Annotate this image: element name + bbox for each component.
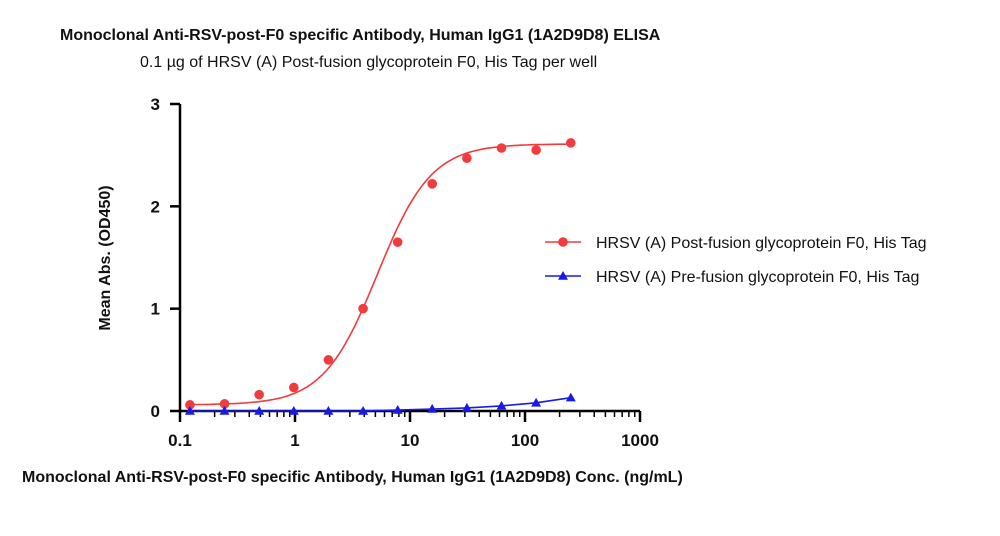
y-axis-label: Mean Abs. (OD450) bbox=[97, 185, 114, 330]
series-1-point bbox=[289, 382, 299, 393]
series-1-point bbox=[185, 400, 195, 410]
series-1-point bbox=[462, 153, 472, 164]
series-2-point bbox=[254, 406, 265, 415]
series-2-point bbox=[288, 406, 299, 415]
series-1-point bbox=[219, 399, 230, 409]
series-1-point bbox=[323, 355, 334, 365]
series-1-point bbox=[392, 237, 403, 247]
plot-area bbox=[184, 138, 576, 415]
axes bbox=[178, 104, 640, 413]
series-1-curve bbox=[189, 143, 571, 406]
y-ticks: 0 1 2 3 bbox=[151, 95, 180, 421]
series-2-point bbox=[531, 397, 542, 407]
series-2-point bbox=[219, 406, 230, 415]
chart-title: Monoclonal Anti-RSV-post-F0 specific Ant… bbox=[60, 27, 661, 44]
series-2-point bbox=[565, 392, 576, 402]
series-1-point bbox=[427, 179, 438, 189]
series-2-point bbox=[496, 400, 507, 410]
legend-label: HRSV (A) Pre-fusion glycoprotein F0, His… bbox=[596, 269, 919, 286]
x-tick-label: 1 bbox=[290, 431, 299, 450]
chart-subtitle: 0.1 µg of HRSV (A) Post-fusion glycoprot… bbox=[140, 54, 597, 71]
series-2-point bbox=[392, 405, 403, 414]
series-1-point bbox=[496, 143, 507, 153]
x-tick-label: 1000 bbox=[621, 431, 659, 450]
series-2-point bbox=[323, 406, 334, 415]
series-2-point bbox=[427, 404, 438, 413]
y-tick-label: 3 bbox=[151, 95, 160, 114]
series-1-point bbox=[565, 138, 576, 148]
y-tick-label: 2 bbox=[151, 197, 160, 216]
legend-marker bbox=[558, 271, 568, 280]
series-2-curve bbox=[189, 396, 571, 412]
series-1-point bbox=[531, 145, 541, 155]
legend-label: HRSV (A) Post-fusion glycoprotein F0, Hi… bbox=[596, 235, 927, 252]
x-tick-label: 10 bbox=[401, 431, 420, 450]
legend-marker bbox=[558, 237, 568, 247]
series-2-point bbox=[358, 406, 369, 415]
x-tick-label: 0.1 bbox=[168, 431, 192, 450]
x-axis-label: Monoclonal Anti-RSV-post-F0 specific Ant… bbox=[22, 469, 683, 486]
y-tick-label: 1 bbox=[151, 300, 160, 319]
series-2-point bbox=[461, 402, 472, 412]
series-1-point bbox=[358, 303, 368, 314]
y-tick-label: 0 bbox=[151, 402, 160, 421]
x-ticks: 0.1 1 10 100 1000 bbox=[168, 411, 659, 450]
x-tick-label: 100 bbox=[511, 431, 539, 450]
series-2-point bbox=[184, 406, 195, 415]
series-1-point bbox=[254, 389, 264, 400]
legend: HRSV (A) Post-fusion glycoprotein F0, Hi… bbox=[545, 235, 927, 286]
